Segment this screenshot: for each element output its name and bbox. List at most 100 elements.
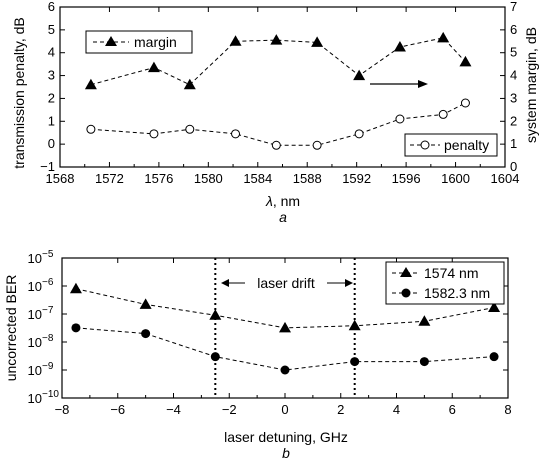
x-tick-label: 1576 — [144, 171, 173, 186]
legend-margin: margin — [85, 30, 193, 54]
point-1582.3 nm — [350, 357, 360, 367]
legend-penalty: penalty — [404, 133, 498, 157]
y-right-tick-label: 6 — [510, 22, 517, 37]
y-right-tick-label: 2 — [510, 113, 517, 128]
point-penalty — [460, 98, 470, 108]
panel-b-series — [69, 282, 501, 375]
y-tick-label: 10 — [28, 391, 42, 406]
y-right-tick-label: 4 — [510, 68, 517, 83]
y-left-tick-label: 6 — [48, 0, 55, 14]
panel-b-y-label: uncorrected BER — [3, 275, 19, 382]
y-tick-exponent: −5 — [42, 249, 54, 260]
series-line-margin — [90, 37, 466, 86]
y-tick-exponent: −9 — [42, 361, 54, 372]
x-tick-label: 4 — [393, 402, 400, 417]
y-tick-exponent: −10 — [42, 389, 59, 400]
y-right-tick-label: 0 — [510, 159, 517, 174]
point-1582.3 nm — [141, 329, 151, 339]
x-tick-label: 8 — [504, 402, 511, 417]
point-1574 nm — [348, 319, 361, 331]
panel-a-ticks: 1568 1572 1576 1580 1584 1588 1592 1596 1600 1604… — [40, 0, 519, 186]
y-left-tick-label: 0 — [48, 136, 55, 151]
point-penalty — [312, 140, 322, 150]
point-penalty — [149, 129, 159, 139]
y-right-tick-label: 3 — [510, 90, 517, 105]
x-tick-label: 1584 — [243, 171, 272, 186]
panel-a-x-label: λ, nm — [265, 193, 300, 209]
point-1574 nm — [209, 309, 222, 320]
x-tick-label: −8 — [55, 402, 70, 417]
y-tick-label: 10 — [28, 307, 42, 322]
y-tick-label: 10 — [28, 363, 42, 378]
x-tick-label: 1604 — [491, 171, 520, 186]
legend-1582-circle-icon — [401, 288, 411, 298]
point-penalty — [395, 114, 405, 124]
point-1574 nm — [488, 301, 501, 313]
y-right-tick-label: 1 — [510, 136, 517, 151]
panel-b-x-label: laser detuning, GHz — [224, 429, 348, 445]
y-right-tick-label: 5 — [510, 45, 517, 60]
x-tick-label: 1580 — [194, 171, 223, 186]
panel-b-label: b — [282, 445, 290, 461]
legend-1574-triangle-icon — [400, 267, 412, 277]
point-1574 nm — [139, 298, 152, 309]
panel-a-label: a — [279, 209, 287, 225]
point-margin — [270, 34, 283, 45]
point-penalty — [185, 124, 195, 134]
point-margin — [229, 35, 242, 46]
legend-1582-label: 1582.3 nm — [424, 285, 490, 301]
x-tick-label: −2 — [222, 402, 237, 417]
series-line-penalty — [90, 102, 466, 146]
y-tick-label: 10 — [28, 335, 42, 350]
y-left-tick-label: −1 — [40, 159, 55, 174]
x-tick-label: 1596 — [392, 171, 421, 186]
x-tick-label: 1592 — [342, 171, 371, 186]
point-margin — [147, 61, 160, 73]
y-tick-label: 10 — [28, 279, 42, 294]
x-tick-label: 1600 — [441, 171, 470, 186]
point-margin — [353, 69, 366, 81]
point-1582.3 nm — [71, 323, 81, 333]
point-margin — [311, 36, 324, 47]
y-left-tick-label: 3 — [48, 68, 55, 83]
x-tick-label: 2 — [337, 402, 344, 417]
point-1574 nm — [279, 321, 291, 333]
point-penalty — [354, 129, 364, 139]
right-axis-arrow — [370, 80, 428, 88]
y-left-tick-label: 2 — [48, 90, 55, 105]
panel-a-y-left-label: transmission penalty, dB — [11, 17, 27, 168]
x-tick-label: 1572 — [95, 171, 124, 186]
y-left-tick-label: 4 — [48, 45, 55, 60]
panel-a-y-right-label: system margin, dB — [523, 27, 539, 143]
laser-drift-annotation: laser drift — [221, 275, 353, 291]
point-penalty — [271, 140, 281, 150]
x-tick-label: −4 — [166, 402, 181, 417]
y-tick-label: 10 — [28, 251, 42, 266]
point-margin — [84, 78, 97, 90]
point-1582.3 nm — [489, 352, 499, 362]
point-1582.3 nm — [280, 365, 290, 375]
x-tick-label: 1588 — [293, 171, 322, 186]
point-1574 nm — [69, 282, 82, 294]
point-margin — [393, 41, 406, 52]
y-right-tick-label: 7 — [510, 0, 517, 14]
y-left-tick-label: 5 — [48, 22, 55, 37]
y-left-tick-label: 1 — [48, 113, 55, 128]
legend-margin-triangle-icon — [105, 36, 117, 46]
panel-a-chart: 1568 1572 1576 1580 1584 1588 1592 1596 1600 1604… — [11, 0, 539, 225]
y-tick-exponent: −6 — [42, 277, 54, 288]
legend-1574-label: 1574 nm — [424, 265, 478, 281]
x-tick-label: 1568 — [46, 171, 75, 186]
point-1582.3 nm — [419, 357, 429, 367]
legend-margin-label: margin — [134, 34, 177, 50]
point-1574 nm — [418, 315, 431, 326]
point-margin — [183, 78, 196, 90]
panel-b-legend: 1574 nm 1582.3 nm — [385, 261, 505, 305]
x-tick-label: −6 — [110, 402, 125, 417]
point-margin — [437, 31, 450, 43]
point-1582.3 nm — [210, 352, 220, 362]
y-tick-exponent: −8 — [42, 333, 54, 344]
legend-penalty-circle-icon — [420, 140, 430, 150]
